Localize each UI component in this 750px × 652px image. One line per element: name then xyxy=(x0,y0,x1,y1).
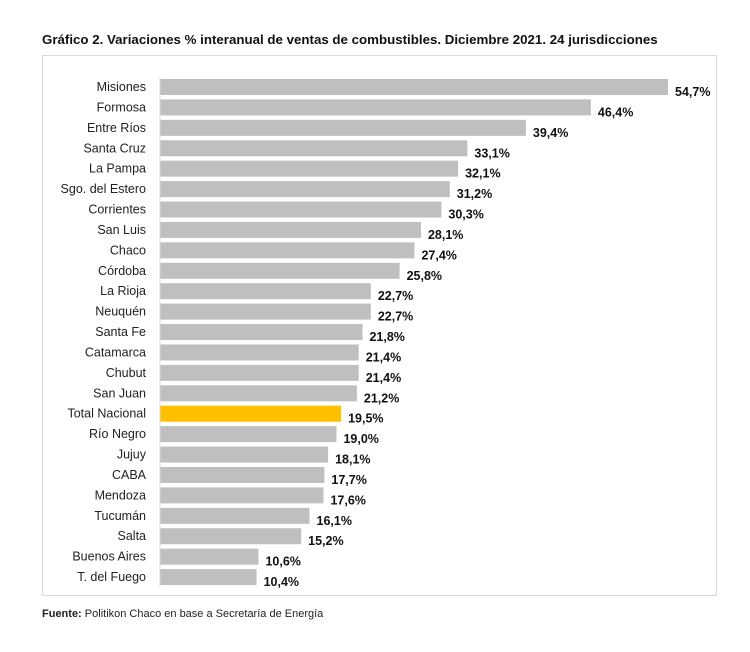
bar xyxy=(160,242,415,259)
data-label: 17,6% xyxy=(330,493,365,507)
category-label: Catamarca xyxy=(85,345,146,359)
bar xyxy=(160,221,421,238)
category-label: Santa Fe xyxy=(95,325,146,339)
data-label: 18,1% xyxy=(335,453,370,467)
bar xyxy=(160,324,363,341)
category-label: Corrientes xyxy=(88,203,146,217)
bar xyxy=(160,283,371,300)
data-label: 27,4% xyxy=(421,248,456,262)
source-label: Fuente: xyxy=(42,608,82,620)
bar xyxy=(160,446,329,463)
bar xyxy=(160,344,359,361)
data-label: 10,4% xyxy=(264,575,299,589)
data-label: 17,7% xyxy=(331,473,366,487)
bar xyxy=(160,140,468,157)
category-label: San Luis xyxy=(97,223,146,237)
category-label: Jujuy xyxy=(117,448,147,462)
data-label: 10,6% xyxy=(265,555,300,569)
category-label: Neuquén xyxy=(95,305,146,319)
data-label: 21,8% xyxy=(369,330,404,344)
category-label: La Pampa xyxy=(89,162,146,176)
bar xyxy=(160,385,357,402)
category-label: CABA xyxy=(112,468,147,482)
bar xyxy=(160,364,359,381)
category-label: La Rioja xyxy=(100,284,146,298)
data-label: 22,7% xyxy=(378,310,413,324)
data-label: 54,7% xyxy=(675,85,710,99)
data-label: 19,5% xyxy=(348,412,383,426)
bar xyxy=(160,548,259,565)
category-label: Santa Cruz xyxy=(83,141,146,155)
category-label: T. del Fuego xyxy=(77,570,146,584)
data-label: 39,4% xyxy=(533,126,568,140)
data-label: 33,1% xyxy=(474,146,509,160)
data-label: 32,1% xyxy=(465,167,500,181)
category-label: Salta xyxy=(118,529,147,543)
category-label: Chubut xyxy=(106,366,147,380)
category-label: Tucumán xyxy=(94,509,146,523)
data-label: 25,8% xyxy=(407,269,442,283)
data-label: 46,4% xyxy=(598,105,633,119)
chart-title: Gráfico 2. Variaciones % interanual de v… xyxy=(42,32,658,47)
bar xyxy=(160,507,310,524)
bar xyxy=(160,528,302,545)
bar xyxy=(160,79,668,95)
data-label: 21,4% xyxy=(366,371,401,385)
bar xyxy=(160,99,591,116)
bar xyxy=(160,201,442,218)
chart-frame xyxy=(42,55,717,596)
category-label: Buenos Aires xyxy=(72,550,146,564)
bar xyxy=(160,160,459,177)
bar xyxy=(160,119,526,136)
category-label: Río Negro xyxy=(89,427,146,441)
bar xyxy=(160,181,450,198)
bar xyxy=(160,303,371,320)
data-label: 28,1% xyxy=(428,228,463,242)
data-label: 21,2% xyxy=(364,391,399,405)
category-label: Mendoza xyxy=(95,488,146,502)
bar xyxy=(160,466,325,483)
data-label: 21,4% xyxy=(366,350,401,364)
category-label: Total Nacional xyxy=(67,407,146,421)
bar xyxy=(160,487,324,504)
bar xyxy=(160,569,257,586)
category-label: Córdoba xyxy=(98,264,146,278)
data-label: 19,0% xyxy=(343,432,378,446)
source-note: Fuente: Politikon Chaco en base a Secret… xyxy=(42,608,323,620)
data-label: 31,2% xyxy=(457,187,492,201)
data-label: 15,2% xyxy=(308,534,343,548)
category-label: Entre Ríos xyxy=(87,121,146,135)
data-label: 30,3% xyxy=(448,208,483,222)
category-label: Formosa xyxy=(97,100,146,114)
data-label: 16,1% xyxy=(317,514,352,528)
bar xyxy=(160,262,400,279)
data-label: 22,7% xyxy=(378,289,413,303)
category-label: San Juan xyxy=(93,386,146,400)
bar xyxy=(160,405,342,422)
category-label: Chaco xyxy=(110,243,146,257)
bar xyxy=(160,426,337,443)
category-label: Sgo. del Estero xyxy=(61,182,147,196)
source-text: Politikon Chaco en base a Secretaría de … xyxy=(81,608,324,620)
category-label: Misiones xyxy=(97,80,146,94)
